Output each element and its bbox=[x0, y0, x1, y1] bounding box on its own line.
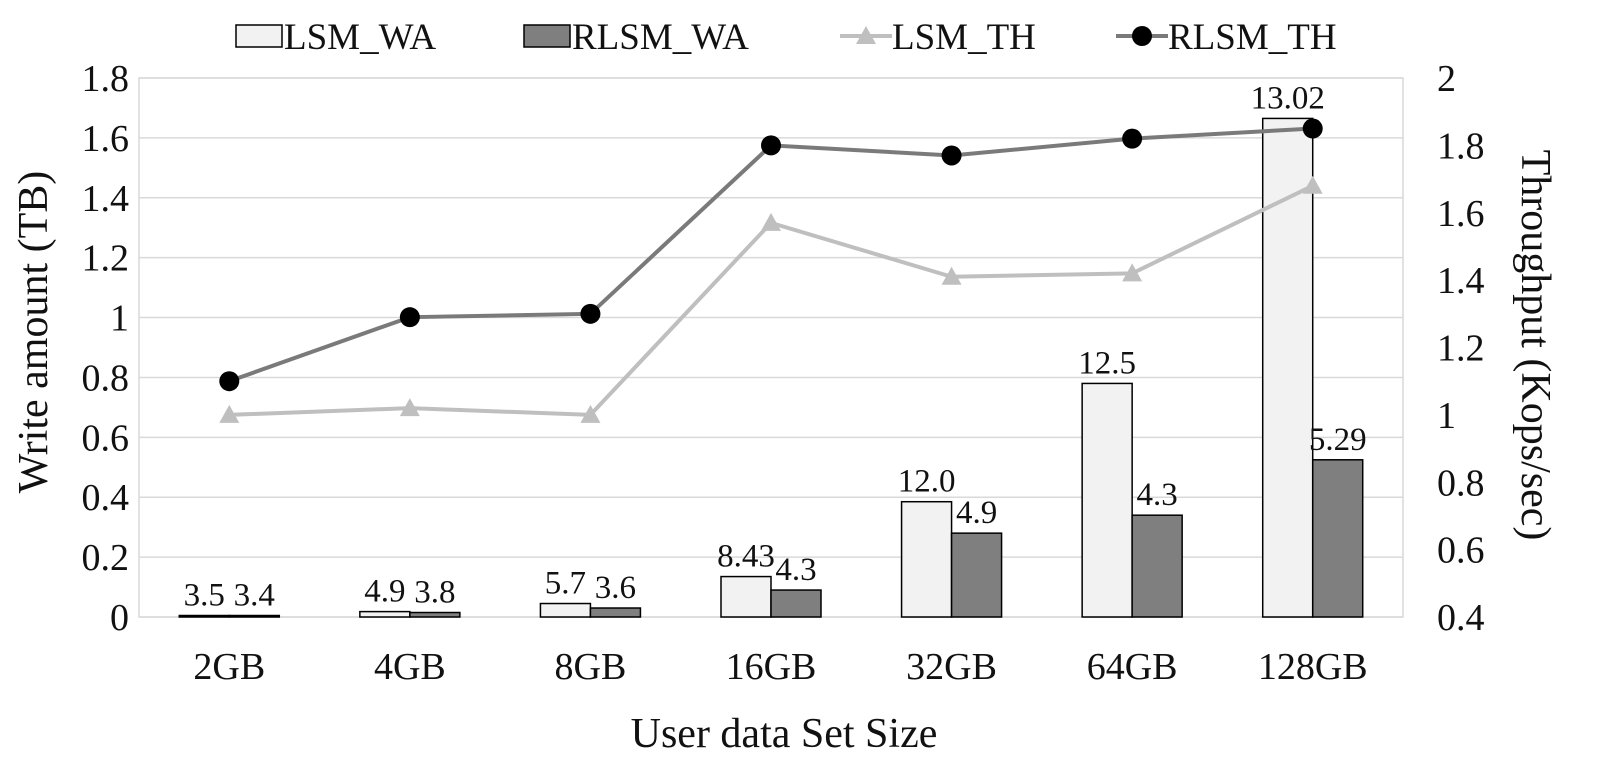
data-labels-group: 3.5 4.9 5.7 8.43 12.0 12.5 13.02 3.4 3.8 3.6 4.3 4.… bbox=[184, 80, 1367, 613]
x-tick-label: 32GB bbox=[906, 646, 997, 688]
lsm-wa-bar bbox=[720, 575, 772, 618]
rlsm-th-point bbox=[580, 303, 601, 324]
y2-tick-label: 2 bbox=[1437, 58, 1456, 100]
y2-tick-label: 1.8 bbox=[1437, 125, 1485, 167]
legend-marker-lsm-th bbox=[856, 26, 876, 44]
y-tick-label: 1.4 bbox=[82, 178, 130, 220]
rlsm-wa-data-label: 3.4 bbox=[234, 578, 275, 614]
x-tick-label: 16GB bbox=[726, 646, 817, 688]
axes-group: User data Set Size Write amount (TB) Thr… bbox=[11, 58, 1558, 757]
y2-axis-title: Throughput (Kops/sec) bbox=[1512, 150, 1558, 541]
y2-tick-label: 1.4 bbox=[1437, 260, 1485, 302]
y2-tick-label: 1 bbox=[1437, 395, 1456, 437]
x-tick-label: 8GB bbox=[555, 646, 627, 688]
y-tick-label: 0.4 bbox=[82, 477, 130, 519]
rlsm-th-point bbox=[1122, 128, 1143, 149]
x-axis-title: User data Set Size bbox=[631, 711, 938, 757]
y2-tick-label: 0.4 bbox=[1437, 597, 1485, 639]
y-axis-title: Write amount (TB) bbox=[11, 171, 57, 494]
y-tick-label: 0.6 bbox=[82, 417, 130, 459]
rlsm-wa-data-label: 4.3 bbox=[775, 552, 816, 588]
lsm-wa-bar bbox=[539, 602, 592, 618]
rlsm-wa-bar bbox=[1311, 459, 1364, 618]
x-tick-label: 4GB bbox=[374, 646, 446, 688]
rlsm-wa-bar bbox=[950, 532, 1003, 618]
lsm-wa-bar bbox=[900, 500, 953, 618]
legend: LSM_WA RLSM_WA LSM_TH RLSM_TH bbox=[235, 17, 1337, 58]
legend-label: LSM_WA bbox=[284, 17, 436, 58]
y-tick-label: 0 bbox=[110, 597, 129, 639]
rlsm-th-line bbox=[228, 126, 1313, 384]
lsm-wa-bar bbox=[1081, 382, 1133, 618]
rlsm-wa-data-label: 5.29 bbox=[1309, 422, 1367, 458]
lsm-wa-data-label: 4.9 bbox=[364, 574, 405, 610]
lsm-th-point bbox=[1122, 263, 1143, 282]
lsm-wa-data-label: 8.43 bbox=[717, 539, 775, 575]
x-tick-label: 64GB bbox=[1087, 646, 1178, 688]
x-tick-label: 128GB bbox=[1258, 646, 1368, 688]
rlsm-th-point bbox=[399, 307, 420, 328]
lsm-th-point bbox=[1302, 175, 1323, 194]
bar-series-group bbox=[178, 117, 1364, 618]
rlsm-wa-bar bbox=[228, 614, 281, 618]
rlsm-th-point bbox=[219, 371, 240, 392]
y-tick-label: 1.8 bbox=[82, 58, 130, 100]
rlsm-wa-bar bbox=[409, 611, 461, 618]
rlsm-wa-bar bbox=[589, 607, 642, 618]
rlsm-th-point bbox=[1302, 118, 1323, 139]
lsm-th-point bbox=[399, 398, 420, 417]
y2-tick-label: 1.2 bbox=[1437, 328, 1485, 370]
legend-marker-rlsm-th bbox=[1132, 26, 1152, 46]
lsm-wa-data-label: 12.5 bbox=[1078, 345, 1136, 381]
lsm-th-point bbox=[219, 404, 240, 423]
y-tick-label: 0.8 bbox=[82, 357, 130, 399]
x-tick-label: 2GB bbox=[193, 646, 265, 688]
lsm-wa-data-label: 5.7 bbox=[545, 566, 586, 602]
lsm-wa-bar bbox=[359, 610, 411, 618]
lsm-wa-bar bbox=[178, 614, 231, 618]
lsm-th-point bbox=[941, 266, 962, 285]
rlsm-wa-bar bbox=[1131, 514, 1183, 618]
y2-tick-label: 0.6 bbox=[1437, 530, 1485, 572]
y2-tick-label: 1.6 bbox=[1437, 193, 1485, 235]
y-tick-label: 0.2 bbox=[82, 537, 130, 579]
rlsm-wa-data-label: 3.8 bbox=[414, 575, 455, 611]
y2-tick-label: 0.8 bbox=[1437, 462, 1485, 504]
rlsm-wa-bar bbox=[770, 589, 822, 618]
y-tick-label: 1.6 bbox=[82, 118, 130, 160]
legend-label: LSM_TH bbox=[892, 17, 1036, 58]
legend-label: RLSM_WA bbox=[572, 17, 749, 58]
y-tick-label: 1.2 bbox=[82, 238, 130, 280]
lsm-wa-data-label: 13.02 bbox=[1251, 80, 1325, 116]
y-tick-label: 1 bbox=[110, 298, 129, 340]
lsm-wa-data-label: 12.0 bbox=[898, 464, 956, 500]
lsm-wa-bar bbox=[1261, 117, 1314, 618]
lsm-th-point bbox=[761, 212, 781, 231]
lsm-th-point bbox=[580, 404, 601, 423]
legend-label: RLSM_TH bbox=[1168, 17, 1337, 58]
legend-swatch-lsm-wa bbox=[235, 24, 283, 48]
line-series-group bbox=[219, 118, 1323, 423]
rlsm-wa-data-label: 3.6 bbox=[595, 570, 636, 606]
rlsm-wa-data-label: 4.9 bbox=[956, 495, 997, 531]
rlsm-th-point bbox=[761, 135, 781, 156]
legend-swatch-rlsm-wa bbox=[523, 24, 571, 48]
lsm-wa-data-label: 3.5 bbox=[184, 578, 225, 614]
rlsm-wa-data-label: 4.3 bbox=[1137, 477, 1178, 513]
rlsm-th-point bbox=[941, 145, 962, 166]
